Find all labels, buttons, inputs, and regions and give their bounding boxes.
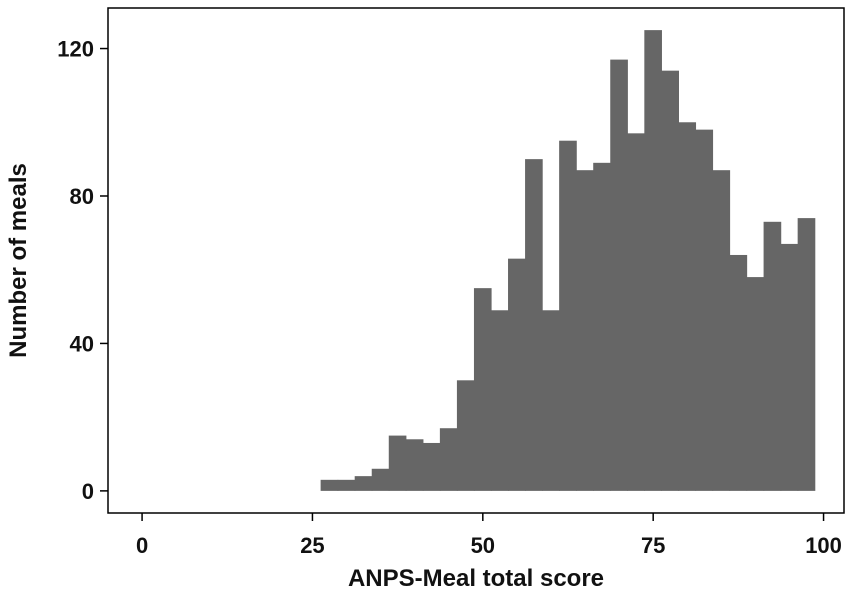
histogram-bar-0 (320, 479, 339, 491)
y-axis: 0 40 80 120 (57, 37, 108, 504)
histogram-bar-8 (456, 380, 475, 491)
histogram-bar-18 (627, 133, 645, 491)
x-axis-title: ANPS-Meal total score (348, 565, 604, 592)
y-tick-label-2: 80 (70, 184, 94, 209)
histogram-bar-20 (661, 70, 679, 491)
histogram-bar-5 (405, 439, 424, 491)
histogram-bar-27 (780, 243, 799, 491)
histogram-bar-10 (490, 310, 509, 491)
histogram-bar-15 (576, 170, 594, 491)
histogram-bar-14 (559, 140, 577, 491)
histogram-bar-3 (371, 468, 390, 491)
y-tick-label-3: 120 (57, 37, 94, 62)
histogram-bar-23 (712, 170, 731, 491)
histogram-bar-25 (746, 277, 765, 491)
x-tick-label-2: 50 (471, 533, 495, 558)
histogram-bar-13 (542, 310, 560, 491)
histogram-bar-4 (388, 435, 407, 491)
histogram-bar-2 (354, 476, 373, 491)
histogram-bar-16 (593, 162, 611, 491)
histogram-bar-28 (797, 218, 816, 491)
x-tick-label-0: 0 (136, 533, 148, 558)
histogram-bar-22 (695, 129, 714, 491)
histogram-bar-19 (644, 30, 662, 491)
histogram-bar-9 (473, 288, 492, 491)
histogram-bar-11 (508, 258, 526, 491)
histogram-bar-12 (525, 159, 543, 491)
x-tick-label-3: 75 (641, 533, 665, 558)
histogram-bar-26 (763, 221, 782, 491)
histogram-bar-24 (729, 254, 748, 491)
x-tick-label-1: 25 (300, 533, 324, 558)
histogram-bar-6 (422, 442, 441, 491)
histogram-bar-1 (337, 479, 356, 491)
histogram-bar-7 (439, 428, 458, 491)
y-tick-label-1: 40 (70, 331, 94, 356)
histogram-bar-17 (610, 59, 628, 491)
x-axis: 0 25 50 75 100 (136, 513, 842, 558)
histogram-bars (320, 30, 816, 491)
y-axis-title: Number of meals (5, 163, 32, 358)
y-tick-label-0: 0 (82, 479, 94, 504)
x-tick-label-4: 100 (805, 533, 842, 558)
plot-frame (107, 7, 845, 514)
histogram-bar-21 (678, 122, 697, 491)
